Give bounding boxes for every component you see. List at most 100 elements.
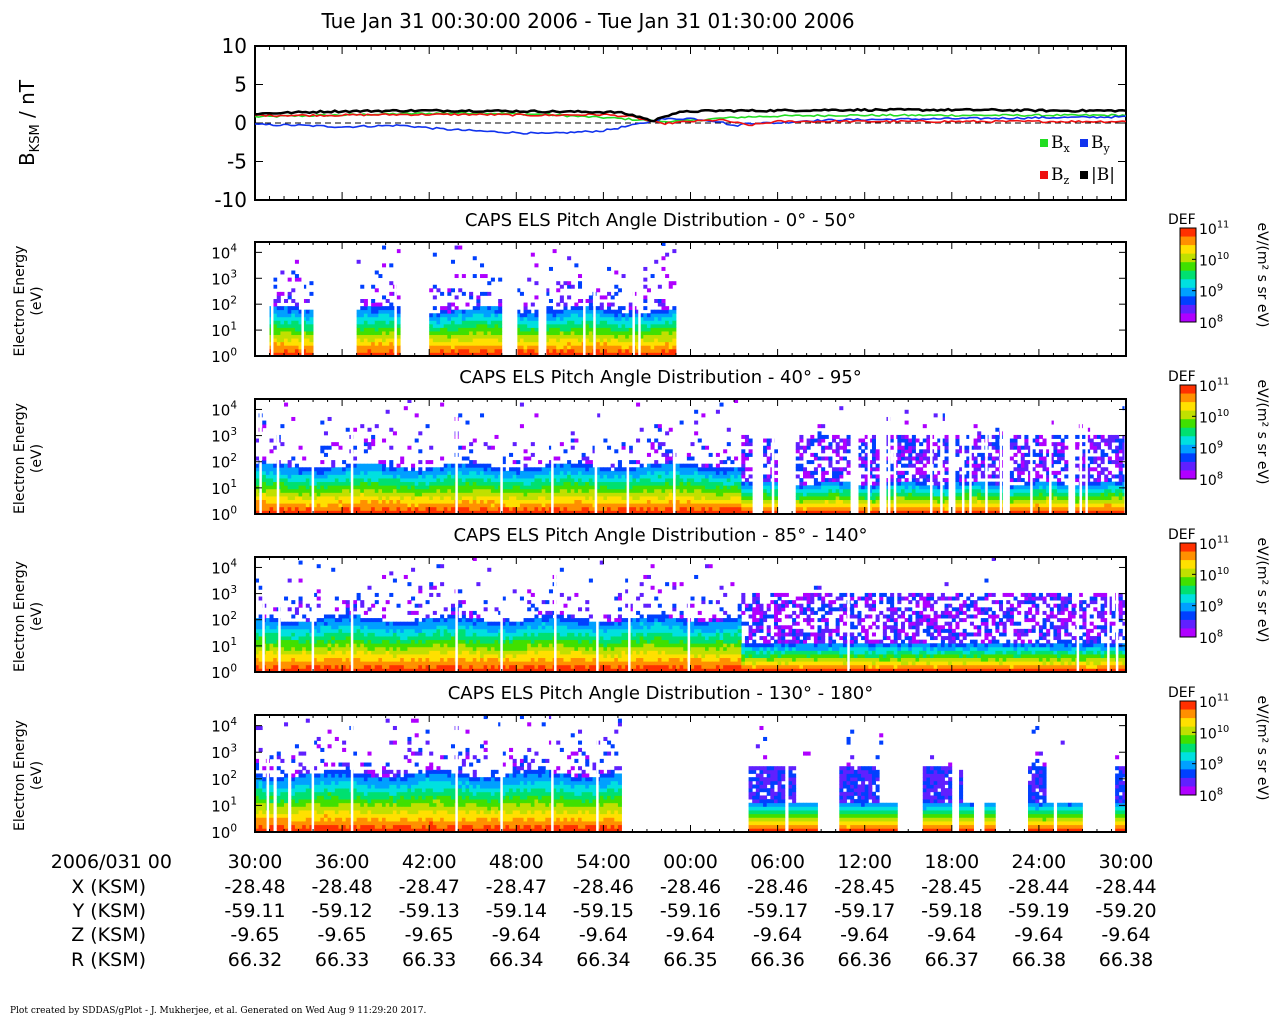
spectrogram-cell xyxy=(429,503,434,508)
spectrogram-cell xyxy=(1057,488,1062,493)
spectrogram-cell xyxy=(487,503,492,508)
spectrogram-cell xyxy=(661,352,666,357)
spectrogram-cell xyxy=(294,474,299,479)
spectrogram-cell xyxy=(690,485,695,490)
spectrogram-cell xyxy=(545,470,550,475)
spectrogram-cell xyxy=(374,323,379,328)
spectrogram-cell xyxy=(360,352,365,357)
spectrogram-cell xyxy=(578,274,583,279)
spectrogram-cell xyxy=(763,474,768,479)
spectrogram-cell xyxy=(665,309,670,314)
spectrogram-cell xyxy=(723,467,728,472)
spectrogram-cell xyxy=(567,352,572,357)
spectrogram-cell xyxy=(363,470,368,475)
spectrogram-cell xyxy=(367,467,372,472)
spectrogram-cell xyxy=(813,485,818,490)
spectrogram-cell xyxy=(440,327,445,332)
spectrogram-cell xyxy=(309,323,314,328)
spectrogram-cell xyxy=(567,309,572,314)
spectrogram-cell xyxy=(465,499,470,504)
spectrogram-cell xyxy=(374,499,379,504)
spectrogram-cell xyxy=(995,438,1000,443)
spectrogram-cell xyxy=(487,506,492,511)
spectrogram-cell xyxy=(636,470,641,475)
spectrogram-cell xyxy=(639,485,644,490)
spectrogram-cell xyxy=(857,445,862,450)
spectrogram-cell xyxy=(345,478,350,483)
spectrogram-cell xyxy=(1049,485,1054,490)
spectrogram-cell xyxy=(454,323,459,328)
spectrogram-cell xyxy=(977,431,982,436)
spectrogram-cell xyxy=(374,474,379,479)
spectrogram-cell xyxy=(694,474,699,479)
spectrogram-cell xyxy=(940,488,945,493)
spectrogram-cell xyxy=(588,499,593,504)
spectrogram-cell xyxy=(995,496,1000,501)
spectrogram-cell xyxy=(490,320,495,325)
spectrogram-cell xyxy=(323,506,328,511)
spectrogram-cell xyxy=(842,445,847,450)
spectrogram-cell xyxy=(959,488,964,493)
spectrogram-cell xyxy=(501,474,506,479)
spectrogram-cell xyxy=(298,506,303,511)
spectrogram-cell xyxy=(763,449,768,454)
spectrogram-cell xyxy=(567,488,572,493)
spectrogram-cell xyxy=(465,302,470,307)
spectrogram-cell xyxy=(734,499,739,504)
spectrogram-cell xyxy=(538,460,543,465)
spectrogram-cell xyxy=(371,345,376,350)
spectrogram-cell xyxy=(654,449,659,454)
spectrogram-cell xyxy=(686,467,691,472)
spectrogram-cell xyxy=(548,345,553,350)
spectrogram-cell xyxy=(795,456,800,461)
spectrogram-cell xyxy=(636,478,641,483)
spectrogram-cell xyxy=(374,424,379,429)
spectrogram-cell xyxy=(1028,449,1033,454)
spectrogram-cell xyxy=(1013,496,1018,501)
spectrogram-cell xyxy=(614,510,619,515)
spectrogram-cell xyxy=(287,503,292,508)
mag-ylabel: BKSM / nT xyxy=(15,79,43,166)
spectrogram-cell xyxy=(541,478,546,483)
spectrogram-cell xyxy=(450,481,456,486)
spectrogram-cell xyxy=(803,445,808,450)
spectrogram-cell xyxy=(1038,506,1043,511)
spectrogram-cell xyxy=(1093,456,1098,461)
spectrogram-cell xyxy=(723,485,728,490)
spectrogram-cell xyxy=(748,467,753,472)
spectrogram-cell xyxy=(628,306,633,311)
spectrogram-cell xyxy=(712,478,717,483)
spectrogram-cell xyxy=(352,427,358,432)
spectrogram-cell xyxy=(1064,496,1069,501)
spectrogram-cell xyxy=(378,331,383,336)
spectrogram-ytick-label: 103 xyxy=(211,269,237,289)
spectrogram-cell xyxy=(980,463,985,468)
spectrogram-cell xyxy=(458,413,463,418)
spectrogram-cell xyxy=(363,485,368,490)
spectrogram-cell xyxy=(265,503,270,508)
spectrogram-cell xyxy=(458,352,463,357)
spectrogram-cell xyxy=(686,510,691,515)
spectrogram-cell xyxy=(1064,510,1069,515)
spectrogram-cell xyxy=(570,510,575,515)
spectrogram-cell xyxy=(374,485,379,490)
spectrogram-cell xyxy=(284,323,289,328)
spectrogram-cell xyxy=(429,510,434,515)
spectrogram-cell xyxy=(490,323,495,328)
spectrogram-cell xyxy=(864,434,869,439)
spectrogram-cell xyxy=(519,323,524,328)
spectrogram-cell xyxy=(607,334,612,339)
spectrogram-cell xyxy=(570,316,575,321)
spectrogram-cell xyxy=(578,323,583,328)
spectrogram-cell xyxy=(287,331,292,336)
spectrogram-cell xyxy=(959,478,964,483)
spectrogram-cell xyxy=(498,302,503,307)
spectrogram-cell xyxy=(748,503,753,508)
spectrogram-cell xyxy=(966,481,971,486)
colorbar-segment xyxy=(1180,287,1196,297)
spectrogram-cell xyxy=(396,313,401,318)
spectrogram-cell xyxy=(418,499,423,504)
spectrogram-cell xyxy=(559,510,564,515)
spectrogram-cell xyxy=(302,488,307,493)
spectrogram-cell xyxy=(461,445,466,450)
